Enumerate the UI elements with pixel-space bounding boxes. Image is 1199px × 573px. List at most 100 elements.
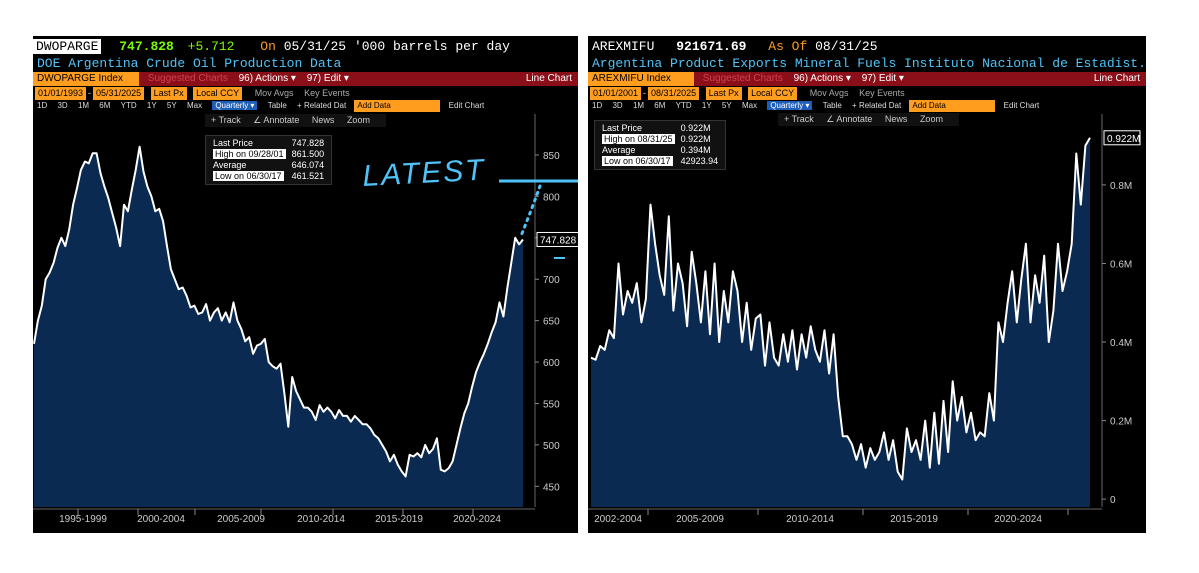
annotate-tool[interactable]: ∠ Annotate <box>253 115 300 125</box>
period-3d-button[interactable]: 3D <box>57 101 68 110</box>
chart-toolbar: + Track ∠ Annotate News Zoom <box>778 113 959 126</box>
currency-select[interactable]: Local CCY <box>193 87 243 100</box>
x-tick-label: 2010-2014 <box>297 514 345 525</box>
menu-bar: AREXMIFU Index Suggested Charts 96) Acti… <box>588 72 1146 86</box>
actions-menu[interactable]: 96) Actions ▾ <box>238 73 296 84</box>
x-tick-label: 1995-1999 <box>59 514 107 525</box>
period-ytd-button[interactable]: YTD <box>675 101 692 110</box>
price-change: +5.712 <box>187 39 235 54</box>
start-date-input[interactable]: 01/01/1993 <box>35 87 87 100</box>
start-date-input[interactable]: 01/01/2001 <box>590 87 642 100</box>
last-price: 921671.69 <box>676 39 747 54</box>
period-1y-button[interactable]: 1Y <box>146 101 157 110</box>
currency-select[interactable]: Local CCY <box>748 87 798 100</box>
stat-label: Last Price <box>602 123 643 133</box>
news-tool[interactable]: News <box>311 115 335 125</box>
period-bar: 1D 3D 1M 6M YTD 1Y 5Y Max Quarterly ▾ Ta… <box>33 100 578 112</box>
add-data-input[interactable]: Add Data <box>354 100 441 112</box>
annotate-tool[interactable]: ∠ Annotate <box>826 114 873 124</box>
date-range-bar: 01/01/2001-08/31/2025 Last Px Local CCY … <box>588 87 1146 100</box>
table-button[interactable]: Table <box>267 101 287 110</box>
actions-menu[interactable]: 96) Actions ▾ <box>793 73 851 84</box>
menu-bar: DWOPARGE Index Suggested Charts 96) Acti… <box>33 72 578 86</box>
x-tick-label: 2005-2009 <box>676 514 724 525</box>
mov-avgs-toggle[interactable]: Mov Avgs <box>809 88 849 98</box>
last-price: 747.828 <box>119 39 174 54</box>
end-date-input[interactable]: 08/31/2025 <box>648 87 700 100</box>
stat-value: 42923.94 <box>680 156 719 166</box>
frequency-select[interactable]: Quarterly ▾ <box>212 101 258 110</box>
stat-label: Average <box>213 160 247 170</box>
right-chart-panel: AREXMIFU 921671.69 As Of 08/31/25 Argent… <box>588 36 1146 533</box>
y-tick-label: 0.8M <box>1110 181 1132 192</box>
edit-menu[interactable]: 97) Edit ▾ <box>306 73 349 84</box>
edit-menu[interactable]: 97) Edit ▾ <box>861 73 904 84</box>
period-3d-button[interactable]: 3D <box>612 101 623 110</box>
news-tool[interactable]: News <box>884 114 908 124</box>
ticker-label: DWOPARGE <box>33 39 102 54</box>
stats-legend: Last Price 747.828 High on 09/28/01 861.50… <box>205 135 333 185</box>
series-area <box>34 146 523 507</box>
period-max-button[interactable]: Max <box>186 101 203 110</box>
x-tick-label: 2000-2004 <box>137 514 185 525</box>
x-tick-label: 2005-2009 <box>217 514 265 525</box>
key-events-toggle[interactable]: Key Events <box>859 88 905 98</box>
frequency-select[interactable]: Quarterly ▾ <box>767 101 813 110</box>
related-data-button[interactable]: + Related Dat <box>297 101 347 110</box>
last-price-marker: 747.828 <box>536 231 578 247</box>
last-price-marker: 0.922M <box>1103 130 1141 146</box>
index-field[interactable]: DWOPARGE Index <box>33 72 139 86</box>
on-label: On <box>260 39 276 54</box>
track-tool[interactable]: + Track <box>784 114 814 124</box>
period-6m-button[interactable]: 6M <box>654 101 666 110</box>
security-description: Argentina Product Exports Mineral Fuels … <box>592 56 1146 71</box>
zoom-tool[interactable]: Zoom <box>919 114 943 124</box>
suggested-charts-button[interactable]: Suggested Charts <box>702 73 783 84</box>
field-select[interactable]: Last Px <box>150 87 187 100</box>
zoom-tool[interactable]: Zoom <box>346 115 370 125</box>
y-tick-label: 800 <box>543 192 560 203</box>
track-tool[interactable]: + Track <box>211 115 241 125</box>
stat-label: Low on 06/30/17 <box>213 171 284 181</box>
period-1m-button[interactable]: 1M <box>632 101 645 110</box>
stat-value: 461.521 <box>291 171 325 181</box>
y-tick-label: 0.4M <box>1110 338 1132 349</box>
index-field[interactable]: AREXMIFU Index <box>588 72 694 86</box>
table-button[interactable]: Table <box>822 101 842 110</box>
x-tick-label: 2002-2004 <box>594 514 642 525</box>
stat-label: Last Price <box>213 138 254 148</box>
stat-label: High on 08/31/25 <box>602 134 675 144</box>
period-1d-button[interactable]: 1D <box>37 101 48 110</box>
period-6m-button[interactable]: 6M <box>99 101 111 110</box>
last-price-box <box>536 231 578 247</box>
edit-chart-button[interactable]: Edit Chart <box>448 101 485 110</box>
end-date-input[interactable]: 05/31/2025 <box>93 87 145 100</box>
x-tick-label: 2015-2019 <box>890 514 938 525</box>
series-line <box>590 137 1091 481</box>
period-max-button[interactable]: Max <box>741 101 758 110</box>
period-1y-button[interactable]: 1Y <box>701 101 712 110</box>
edit-chart-button[interactable]: Edit Chart <box>1003 101 1040 110</box>
y-tick-label: 500 <box>543 441 560 452</box>
y-tick-label: 650 <box>543 317 560 328</box>
related-data-button[interactable]: + Related Dat <box>852 101 902 110</box>
mov-avgs-toggle[interactable]: Mov Avgs <box>254 88 294 98</box>
x-tick-label: 2015-2019 <box>375 514 423 525</box>
x-tick-label: 2010-2014 <box>786 514 834 525</box>
add-data-input[interactable]: Add Data <box>909 100 996 112</box>
security-description: DOE Argentina Crude Oil Production Data <box>37 56 342 71</box>
key-events-toggle[interactable]: Key Events <box>304 88 350 98</box>
period-ytd-button[interactable]: YTD <box>120 101 137 110</box>
mineral-fuel-exports-chart: 0 0.2M 0.4M 0.6M 0.8M 2002-2004 2005-2009 2010-… <box>588 114 1141 525</box>
last-price-box <box>1103 130 1141 146</box>
period-5y-button[interactable]: 5Y <box>721 101 732 110</box>
price-date: 08/31/25 <box>815 39 878 54</box>
stat-value: 861.500 <box>291 149 325 159</box>
field-select[interactable]: Last Px <box>705 87 742 100</box>
period-1d-button[interactable]: 1D <box>592 101 603 110</box>
period-1m-button[interactable]: 1M <box>77 101 90 110</box>
y-tick-label: 0.2M <box>1110 417 1132 428</box>
suggested-charts-button[interactable]: Suggested Charts <box>147 73 228 84</box>
period-5y-button[interactable]: 5Y <box>166 101 177 110</box>
date-range-bar: 01/01/1993-05/31/2025 Last Px Local CCY … <box>33 87 578 100</box>
